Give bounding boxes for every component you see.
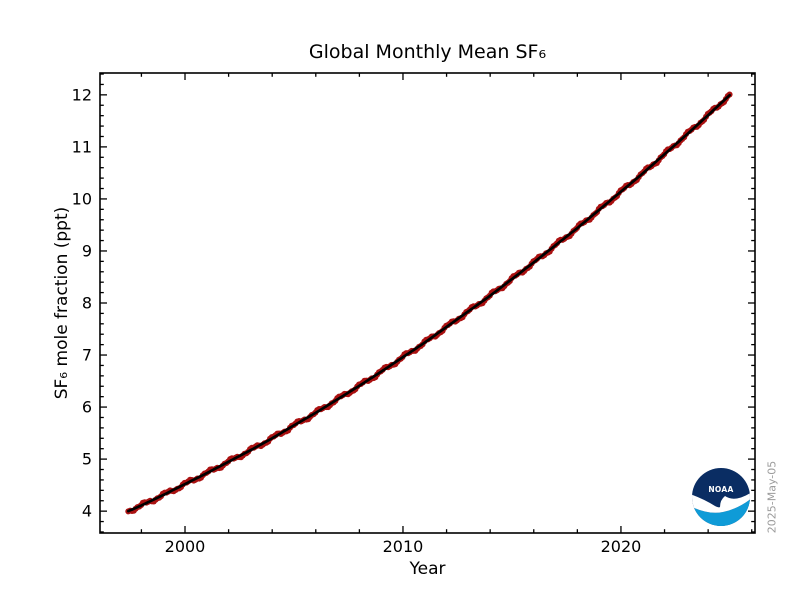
y-tick-label: 5 [82,450,92,469]
axis-ticks [100,73,755,533]
x-tick-labels: 2000 2010 2020 [165,537,642,556]
series-smoothed-trend [126,93,731,513]
y-tick-label: 9 [82,241,92,260]
y-tick-labels: 4 5 6 7 8 9 10 11 12 [72,85,92,520]
x-tick-label: 2020 [601,537,642,556]
x-tick-label: 2010 [383,537,424,556]
y-tick-label: 6 [82,398,92,417]
y-tick-label: 10 [72,189,92,208]
noaa-logo-sea [692,498,750,526]
x-tick-label: 2000 [165,537,206,556]
noaa-logo-text: NOAA [708,485,733,494]
noaa-logo-gull [692,492,750,513]
y-tick-label: 8 [82,294,92,313]
y-tick-label: 11 [72,137,92,156]
series-monthly-mean [125,91,733,515]
chart-title: Global Monthly Mean SF₆ [308,41,547,63]
y-tick-label: 7 [82,346,92,365]
plot-frame [99,72,756,534]
noaa-logo: NOAA [692,468,750,526]
y-tick-label: 4 [82,502,92,521]
y-tick-label: 12 [72,85,92,104]
x-axis-label: Year [409,559,446,579]
